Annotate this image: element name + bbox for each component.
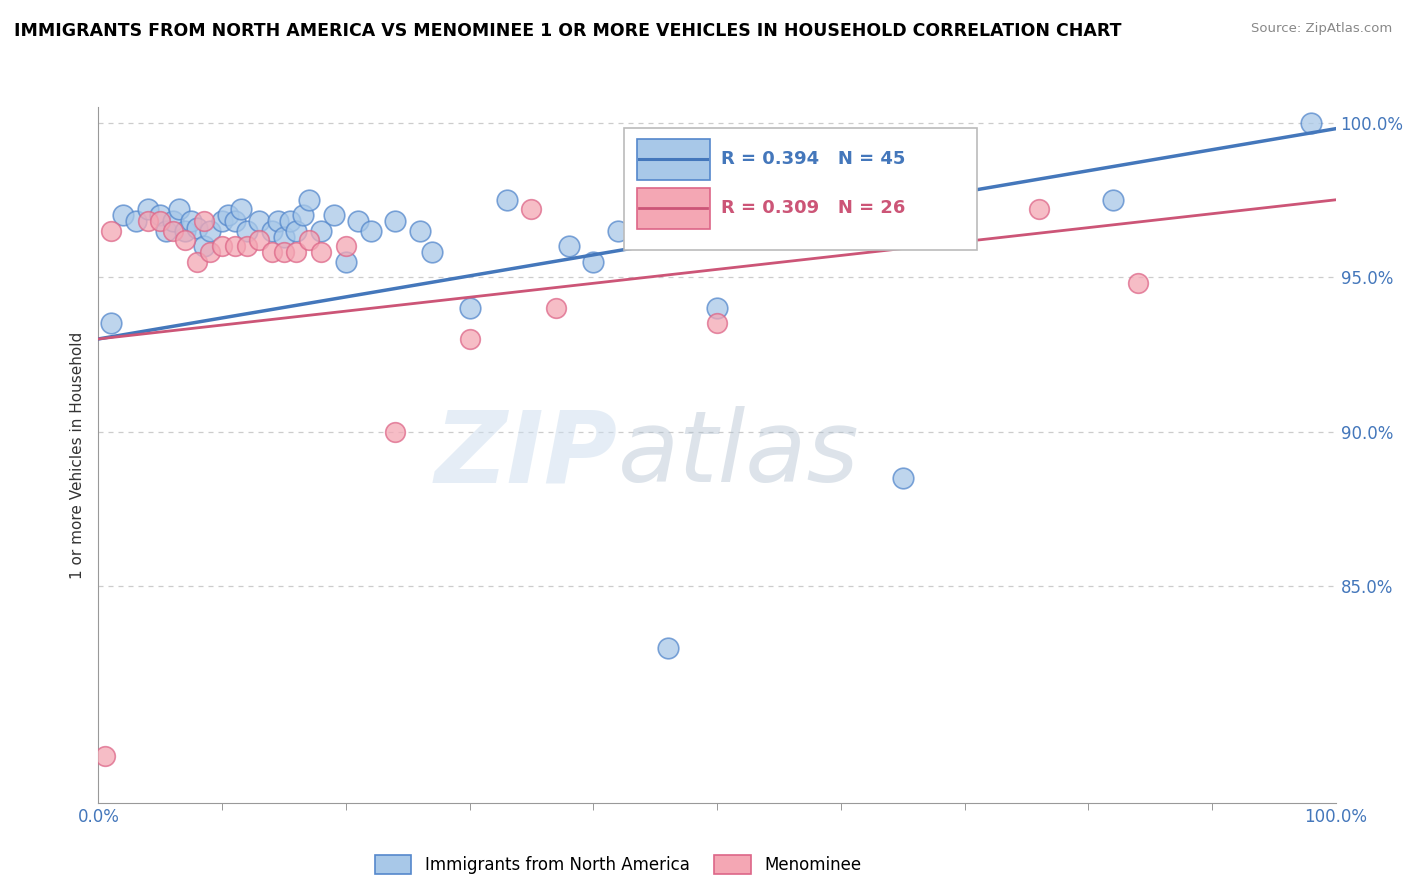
Point — [322, 208, 344, 222]
Point — [236, 239, 259, 253]
Point — [422, 245, 444, 260]
Point — [224, 214, 246, 228]
Point — [291, 208, 314, 222]
Text: Source: ZipAtlas.com: Source: ZipAtlas.com — [1251, 22, 1392, 36]
Point — [155, 224, 177, 238]
Point — [1126, 277, 1149, 291]
Point — [309, 245, 332, 260]
FancyBboxPatch shape — [624, 128, 977, 250]
Text: IMMIGRANTS FROM NORTH AMERICA VS MENOMINEE 1 OR MORE VEHICLES IN HOUSEHOLD CORRE: IMMIGRANTS FROM NORTH AMERICA VS MENOMIN… — [14, 22, 1122, 40]
Point — [247, 214, 270, 228]
Point — [211, 214, 233, 228]
Point — [136, 214, 159, 228]
Point — [100, 224, 122, 238]
Point — [100, 317, 122, 331]
Text: R = 0.309   N = 26: R = 0.309 N = 26 — [721, 199, 905, 217]
Point — [162, 214, 184, 228]
Point — [149, 208, 172, 222]
Point — [193, 214, 215, 228]
Point — [409, 224, 432, 238]
Point — [93, 749, 115, 764]
Point — [458, 332, 481, 346]
Point — [162, 224, 184, 238]
Y-axis label: 1 or more Vehicles in Household: 1 or more Vehicles in Household — [70, 331, 86, 579]
Point — [360, 224, 382, 238]
Point — [167, 202, 190, 216]
Point — [520, 202, 543, 216]
Point — [546, 301, 568, 315]
Text: atlas: atlas — [619, 407, 859, 503]
Point — [273, 230, 295, 244]
Point — [186, 254, 208, 268]
Point — [607, 224, 630, 238]
Point — [458, 301, 481, 315]
Point — [657, 641, 679, 656]
FancyBboxPatch shape — [637, 187, 710, 229]
Point — [285, 224, 308, 238]
Point — [309, 224, 332, 238]
Point — [149, 214, 172, 228]
Point — [198, 224, 221, 238]
Point — [1299, 115, 1322, 129]
Point — [229, 202, 252, 216]
Point — [273, 245, 295, 260]
Point — [174, 224, 197, 238]
Text: ZIP: ZIP — [434, 407, 619, 503]
Point — [186, 220, 208, 235]
Point — [384, 214, 406, 228]
Point — [347, 214, 370, 228]
Point — [495, 193, 517, 207]
Point — [384, 425, 406, 439]
Point — [217, 208, 239, 222]
Point — [285, 245, 308, 260]
Point — [211, 239, 233, 253]
Point — [193, 239, 215, 253]
Point — [198, 245, 221, 260]
Text: R = 0.394   N = 45: R = 0.394 N = 45 — [721, 150, 905, 169]
FancyBboxPatch shape — [637, 139, 710, 180]
Point — [335, 239, 357, 253]
Point — [706, 317, 728, 331]
Point — [236, 224, 259, 238]
Point — [298, 193, 321, 207]
Point — [1028, 202, 1050, 216]
Point — [247, 233, 270, 247]
Point — [260, 245, 283, 260]
Point — [260, 224, 283, 238]
Point — [124, 214, 146, 228]
Point — [267, 214, 290, 228]
Point — [1102, 193, 1125, 207]
Point — [298, 233, 321, 247]
Point — [582, 254, 605, 268]
Point — [557, 239, 579, 253]
Point — [891, 471, 914, 485]
Point — [180, 214, 202, 228]
Point — [278, 214, 301, 228]
Point — [136, 202, 159, 216]
Point — [706, 301, 728, 315]
Legend: Immigrants from North America, Menominee: Immigrants from North America, Menominee — [374, 855, 862, 874]
Point — [224, 239, 246, 253]
Point — [112, 208, 135, 222]
Point — [174, 233, 197, 247]
Point — [335, 254, 357, 268]
Point — [631, 208, 654, 222]
